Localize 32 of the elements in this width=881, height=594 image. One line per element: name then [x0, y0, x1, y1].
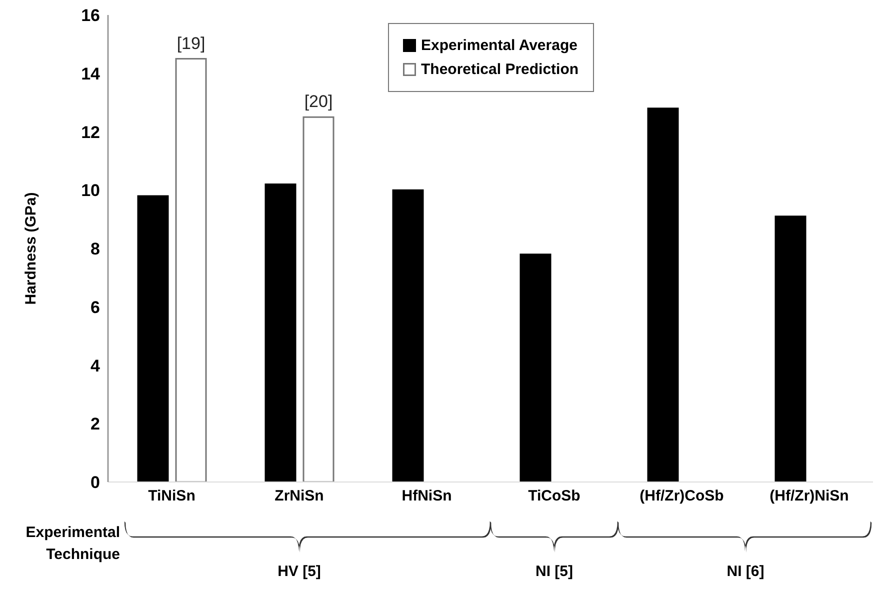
- legend-label: Experimental Average: [421, 37, 578, 54]
- y-tick-label: 2: [90, 414, 100, 434]
- bar: [392, 189, 424, 482]
- bar: [175, 58, 207, 482]
- text: HV [5]: [278, 563, 321, 580]
- text: NI [5]: [536, 563, 574, 580]
- bar: [520, 254, 552, 482]
- bar: [302, 116, 334, 482]
- y-tick-label: 12: [81, 122, 100, 142]
- bar: [137, 195, 169, 482]
- text: NI [6]: [726, 563, 764, 580]
- annotation: [19]: [176, 34, 206, 53]
- y-tick-label: 8: [90, 240, 100, 259]
- y-tick-label: 16: [81, 6, 100, 26]
- x-tick-label: (Hf/Zr)NiSn: [770, 488, 849, 505]
- bar: [647, 108, 679, 482]
- annotation: [20]: [304, 92, 333, 112]
- y-tick-label: 4: [90, 356, 101, 376]
- bar: [774, 216, 806, 482]
- y-tick-label: 10: [81, 181, 100, 200]
- y-tick-label: 6: [90, 298, 100, 317]
- y-tick-label: 0: [90, 473, 100, 492]
- x-tick-label: (Hf/Zr)CoSb: [640, 488, 724, 505]
- y-axis-title: Hardness (GPa): [22, 192, 40, 305]
- legend-label: Theoretical Prediction: [421, 61, 579, 78]
- bar: [264, 184, 296, 482]
- x-tick-label: TiNiSn: [148, 488, 196, 505]
- text: Experimental Technique: [24, 523, 120, 565]
- y-tick-label: 14: [81, 64, 101, 84]
- x-tick-label: ZrNiSn: [274, 488, 324, 505]
- x-tick-label: TiCoSb: [528, 488, 580, 505]
- x-tick-label: HfNiSn: [402, 488, 452, 505]
